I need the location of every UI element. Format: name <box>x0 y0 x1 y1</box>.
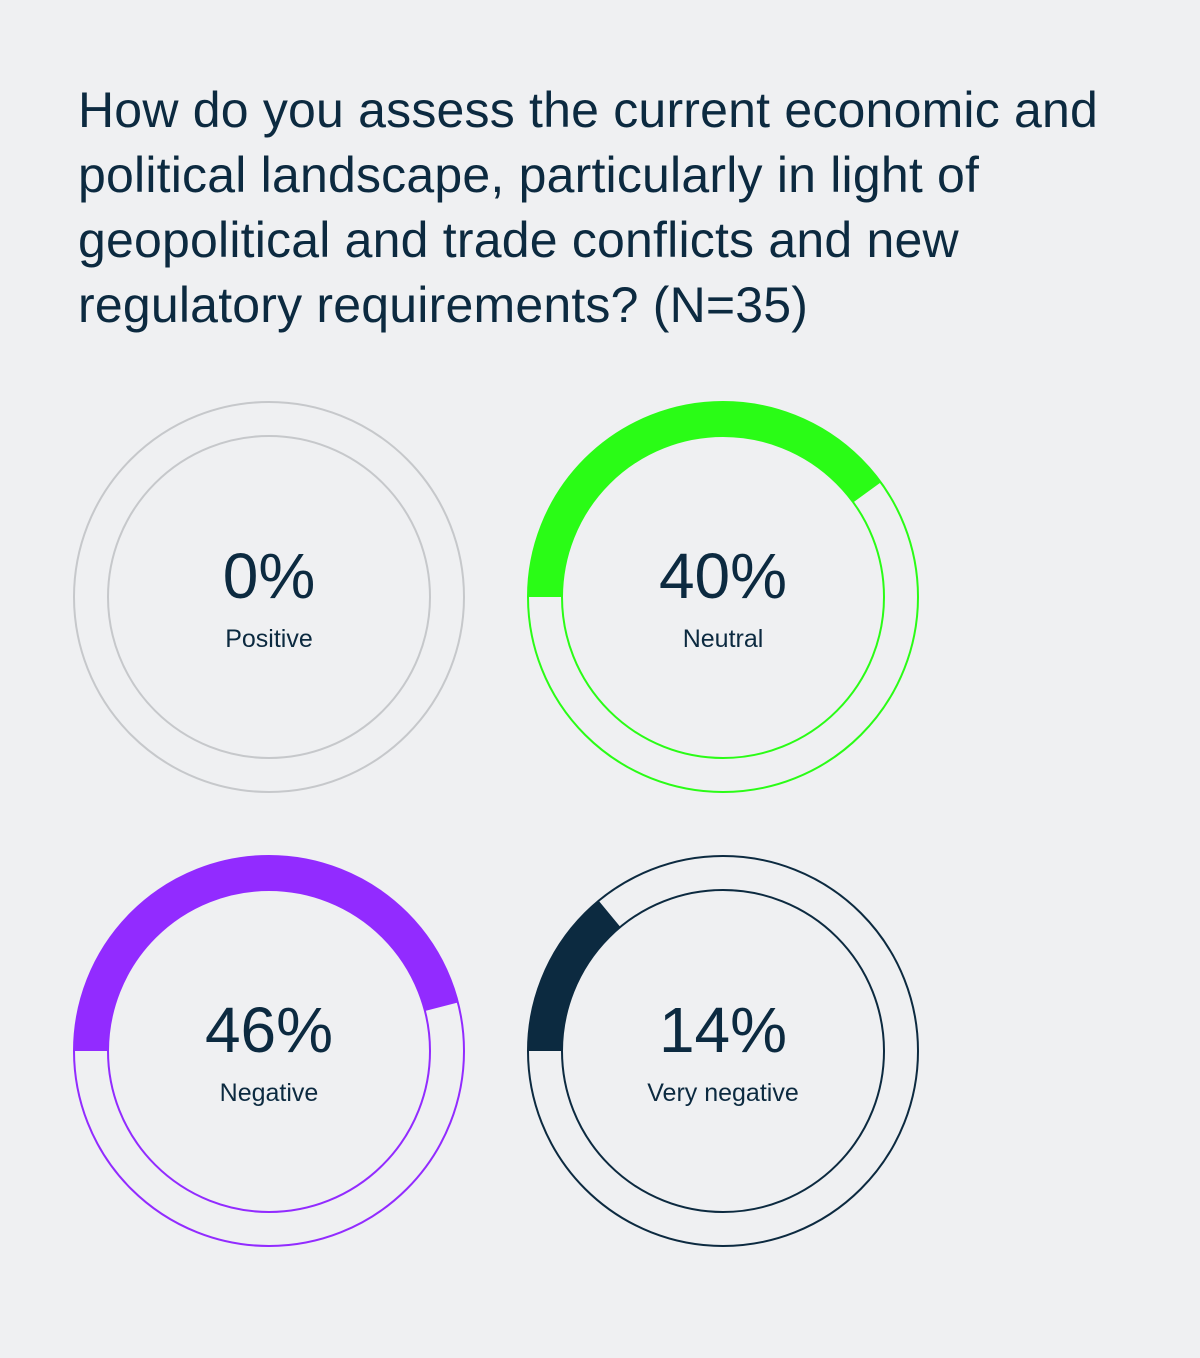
donut-value: 40% <box>659 540 787 612</box>
donut-label: Neutral <box>683 625 764 653</box>
donut-value: 46% <box>205 994 333 1066</box>
donut-neutral: 40% Neutral <box>527 401 919 793</box>
chart-title: How do you assess the current economic a… <box>78 82 1099 333</box>
donut-inner-ring <box>107 435 431 759</box>
donut-arc <box>74 856 458 1051</box>
donut-value: 0% <box>223 540 316 612</box>
donut-label: Negative <box>220 1079 319 1107</box>
donut-positive: 0% Positive <box>73 401 465 793</box>
donut-very-negative: 14% Very negative <box>527 855 919 1247</box>
donut-label: Very negative <box>647 1079 799 1107</box>
donut-arc <box>528 900 621 1051</box>
donut-label: Positive <box>225 625 313 653</box>
donut-negative: 46% Negative <box>73 855 465 1247</box>
donut-value: 14% <box>659 994 787 1066</box>
donut-outer-ring <box>73 401 465 793</box>
donut-arc <box>528 402 881 597</box>
